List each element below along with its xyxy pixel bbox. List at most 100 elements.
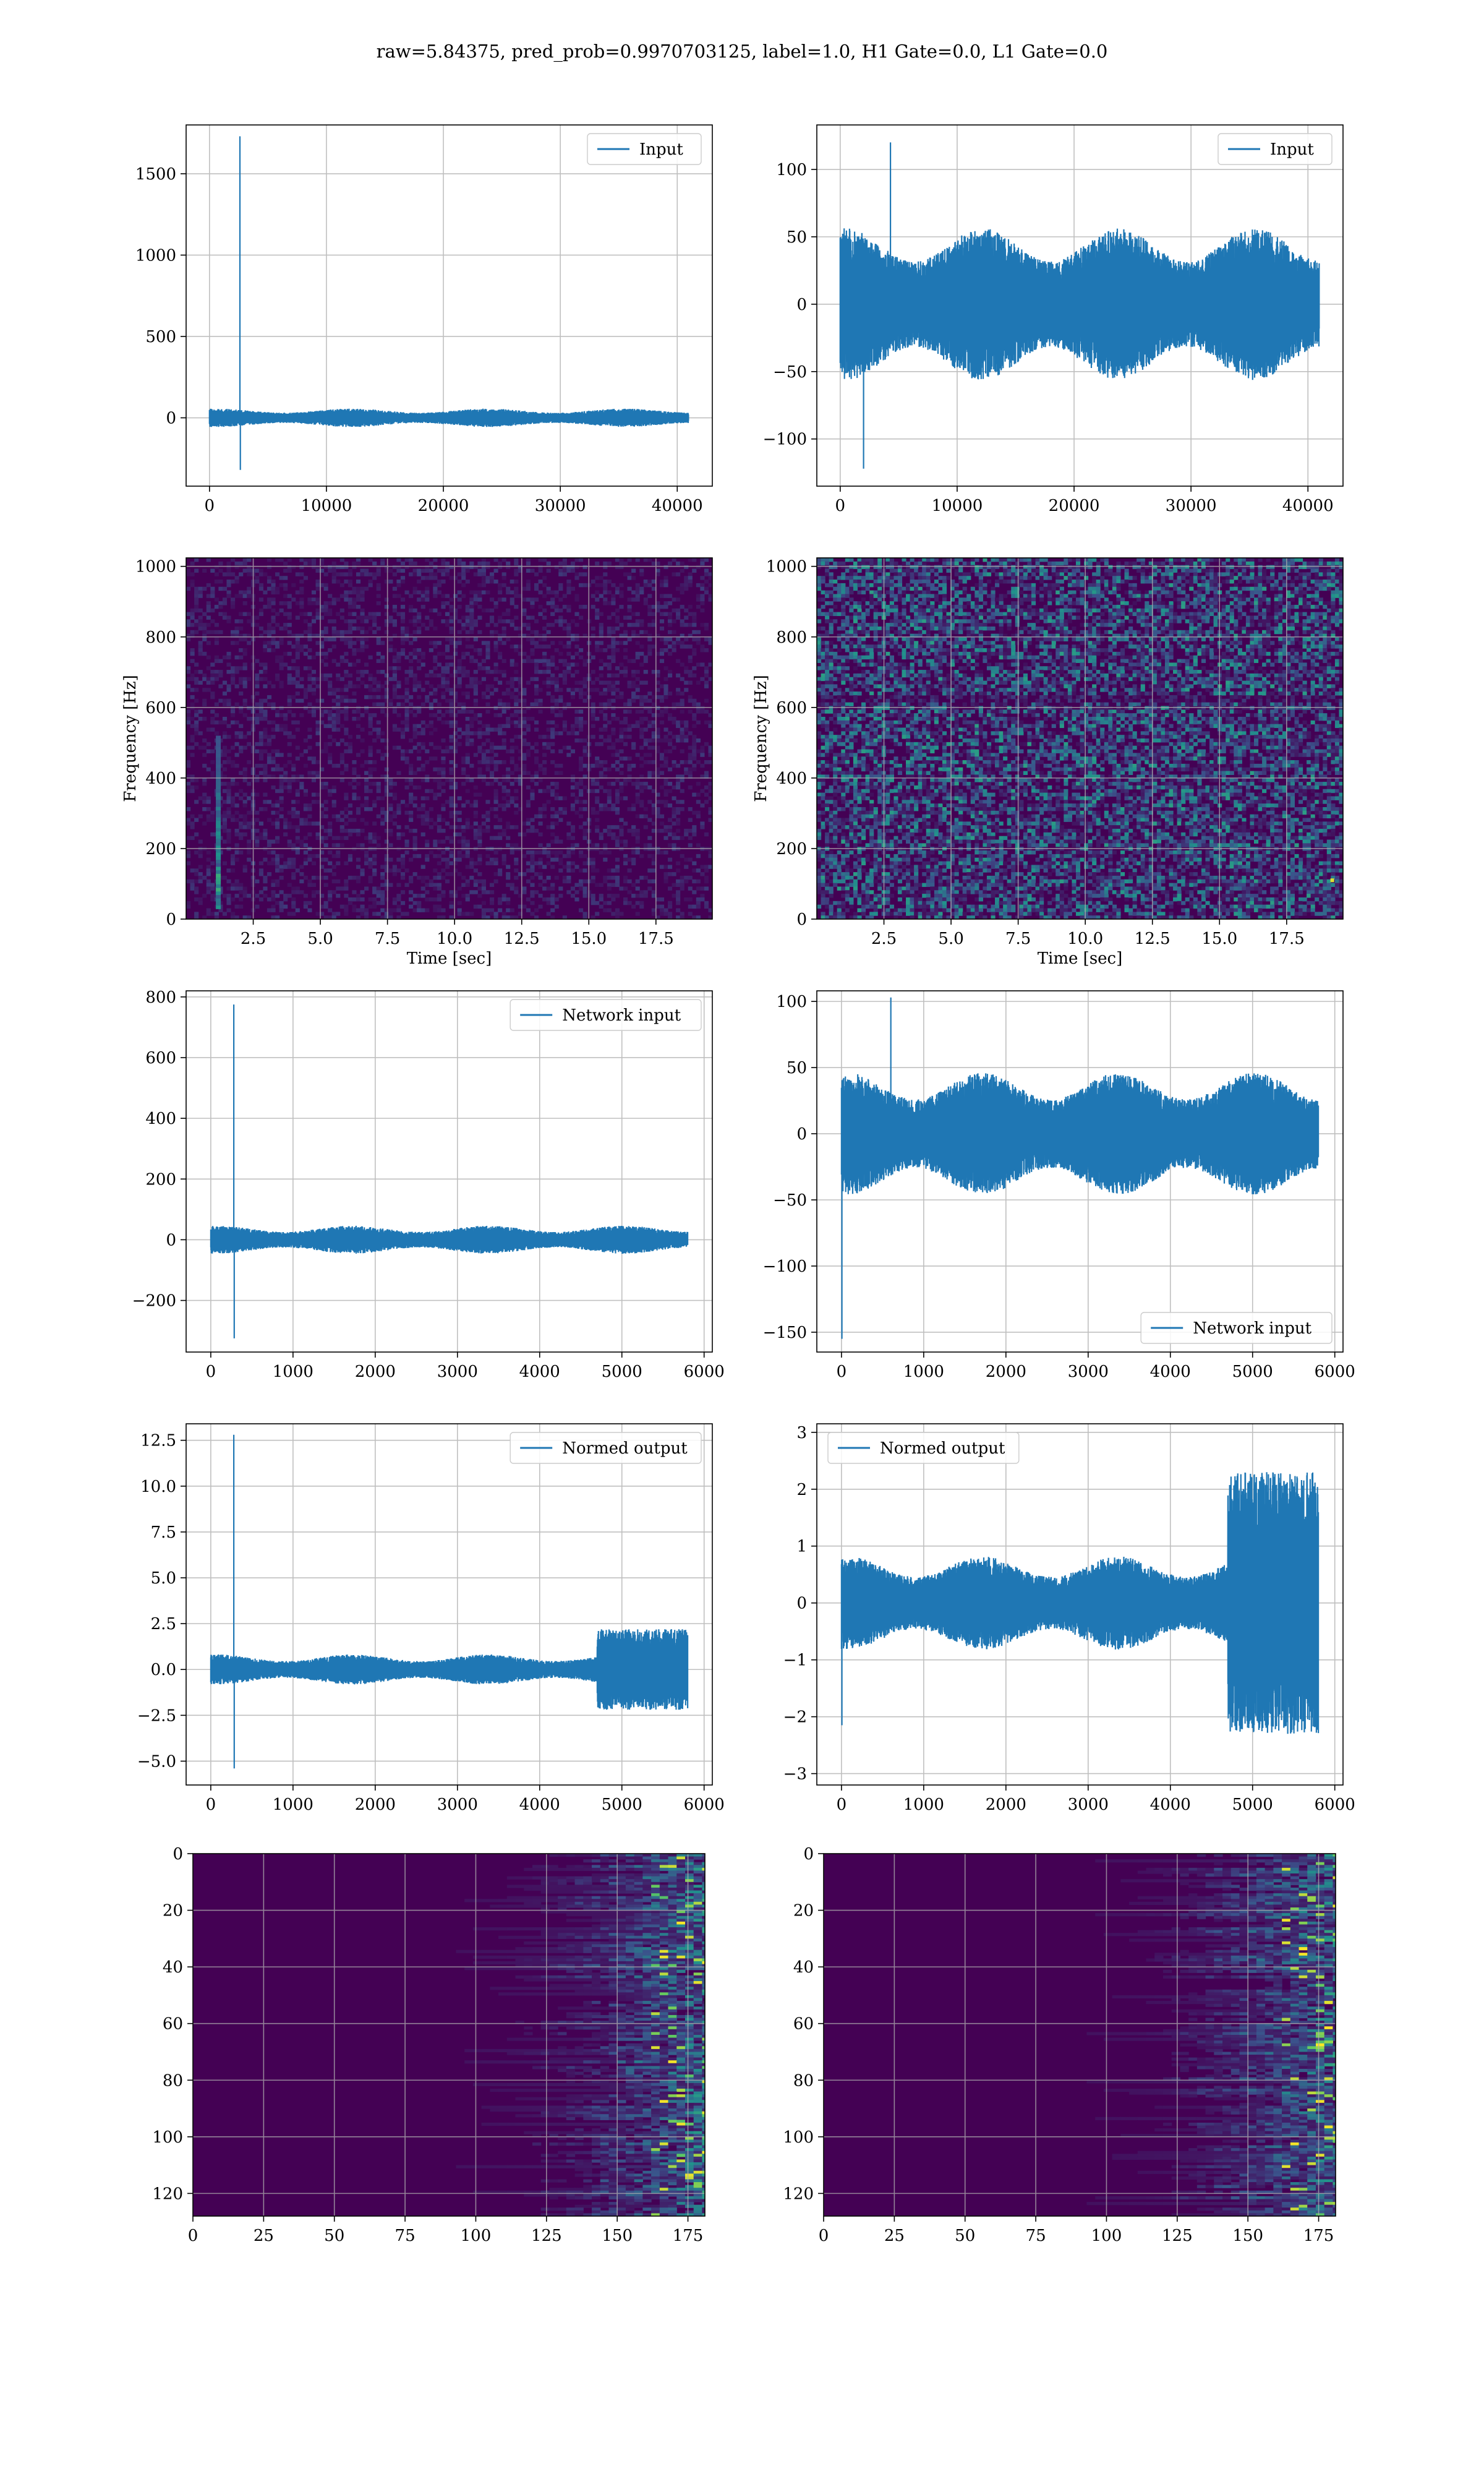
axes-frame	[192, 1853, 706, 2217]
heatmap-image	[824, 1854, 1336, 2216]
x-tick-label: 5000	[1232, 1363, 1273, 1381]
x-tick-label: 0	[205, 497, 215, 515]
x-tick-label: 1000	[273, 1796, 313, 1814]
x-tick-label: 1000	[903, 1796, 944, 1814]
y-tick-label: −200	[132, 1292, 176, 1311]
y-tick-label: 40	[793, 1958, 814, 1977]
chart-feat_l1: 0 25 50 75 100 125 150 175 0 20 40 60 80 100 120	[783, 1845, 1336, 2245]
gridlines	[186, 558, 712, 920]
x-tick-label: 1000	[903, 1363, 944, 1381]
legend: Network input	[510, 999, 702, 1031]
x-tick-label: 0	[837, 1796, 847, 1814]
y-tick-label: 600	[145, 1049, 176, 1068]
x-tick-label: 125	[531, 2227, 562, 2245]
chart-feat_h1: 0 25 50 75 100 125 150 175 0 20 40 60 80 100 120	[152, 1845, 706, 2245]
x-tick-label: 2000	[355, 1363, 396, 1381]
y-tick-label: −50	[773, 1191, 807, 1210]
x-tick-label: 50	[955, 2227, 975, 2245]
x-tick-label: 3000	[1068, 1363, 1109, 1381]
y-tick-label: 3	[796, 1424, 807, 1442]
x-tick-label: 20000	[1049, 497, 1100, 515]
x-tick-label: 4000	[519, 1796, 560, 1814]
gridlines	[186, 125, 712, 486]
y-tick-label: 20	[163, 1902, 183, 1920]
series-line	[840, 1472, 1320, 1734]
x-tick-label: 40000	[1282, 497, 1334, 515]
y-tick-label: −50	[773, 363, 807, 382]
y-tick-label: 40	[163, 1958, 183, 1977]
series-line	[840, 997, 1320, 1339]
y-tick-label: 7.5	[151, 1523, 176, 1542]
y-tick-label: 200	[145, 840, 176, 858]
axes-frame	[823, 1853, 1336, 2217]
x-tick-label: 10.0	[1067, 930, 1103, 948]
y-tick-label: 0	[796, 1594, 807, 1613]
y-tick-label: 1000	[766, 558, 807, 576]
x-tick-label: 17.5	[1269, 930, 1305, 948]
y-tick-label: 5.0	[151, 1569, 176, 1588]
gridlines	[186, 1424, 712, 1785]
y-tick-label: 50	[787, 228, 807, 247]
x-tick-label: 0	[188, 2227, 198, 2245]
y-tick-label: 1500	[135, 165, 176, 184]
x-tick-label: 150	[602, 2227, 633, 2245]
x-tick-label: 3000	[437, 1796, 478, 1814]
x-tick-label: 25	[884, 2227, 905, 2245]
x-tick-label: 25	[254, 2227, 274, 2245]
axes-frame	[816, 990, 1344, 1353]
y-tick-label: 60	[793, 2015, 814, 2034]
x-tick-label: 175	[673, 2227, 704, 2245]
chart-spec_h1: 2.5 5.0 7.5 10.0 12.5 15.0 17.5 0 200 400 600 800 10…	[121, 557, 713, 968]
x-tick-label: 5000	[1232, 1796, 1273, 1814]
y-tick-label: 1	[796, 1538, 807, 1556]
axes-frame	[816, 557, 1344, 920]
x-tick-label: 5000	[602, 1796, 642, 1814]
x-axis-label: Time [sec]	[407, 949, 492, 968]
y-tick-label: 50	[787, 1059, 807, 1077]
x-tick-label: 100	[461, 2227, 492, 2245]
heatmap-image	[186, 558, 712, 919]
x-tick-label: 2.5	[241, 930, 266, 948]
legend: Network input	[1140, 1312, 1333, 1344]
y-tick-label: 0	[173, 1845, 183, 1864]
x-tick-label: 5.0	[938, 930, 963, 948]
x-tick-label: 7.5	[1005, 930, 1031, 948]
x-tick-label: 6000	[684, 1363, 725, 1381]
x-tick-label: 4000	[1150, 1363, 1191, 1381]
series-line	[210, 1434, 689, 1769]
chart-norm_l1: 0 1000 2000 3000 4000 5000 6000 −3 −2 −1 0 1 2 3 Norme…	[783, 1423, 1355, 1814]
legend-box	[827, 1432, 1020, 1464]
gridlines	[186, 991, 712, 1352]
series-line	[839, 142, 1320, 469]
legend: Normed output	[827, 1432, 1020, 1464]
x-tick-label: 125	[1162, 2227, 1193, 2245]
y-tick-label: 0	[803, 1845, 814, 1864]
y-tick-label: 100	[776, 161, 807, 179]
y-tick-label: 120	[783, 2185, 814, 2203]
legend-label: Input	[1270, 140, 1314, 159]
series-line	[208, 136, 689, 470]
legend-box	[1140, 1312, 1333, 1344]
legend: Normed output	[510, 1432, 702, 1464]
legend-label: Network input	[1193, 1319, 1311, 1338]
y-tick-label: 1000	[135, 558, 176, 576]
x-tick-label: 7.5	[375, 930, 400, 948]
x-tick-label: 50	[324, 2227, 344, 2245]
x-tick-label: 12.5	[1135, 930, 1171, 948]
axes-frame	[186, 1423, 713, 1786]
y-tick-label: 10.0	[140, 1478, 176, 1496]
x-tick-label: 15.0	[571, 930, 607, 948]
x-tick-label: 3000	[1068, 1796, 1109, 1814]
x-tick-label: 6000	[684, 1796, 725, 1814]
legend: Input	[1217, 133, 1333, 165]
chart-input_l1: 0 10000 20000 30000 40000 −100 −50 0 50 100 Input	[763, 124, 1344, 515]
y-tick-label: 800	[145, 988, 176, 1007]
x-tick-label: 15.0	[1201, 930, 1237, 948]
y-tick-label: 0	[796, 1125, 807, 1144]
legend-label: Network input	[562, 1006, 681, 1025]
y-tick-label: 2.5	[151, 1615, 176, 1633]
x-tick-label: 30000	[535, 497, 586, 515]
y-tick-label: −100	[763, 430, 807, 449]
y-axis-label: Frequency [Hz]	[121, 675, 140, 802]
x-tick-label: 6000	[1315, 1363, 1355, 1381]
